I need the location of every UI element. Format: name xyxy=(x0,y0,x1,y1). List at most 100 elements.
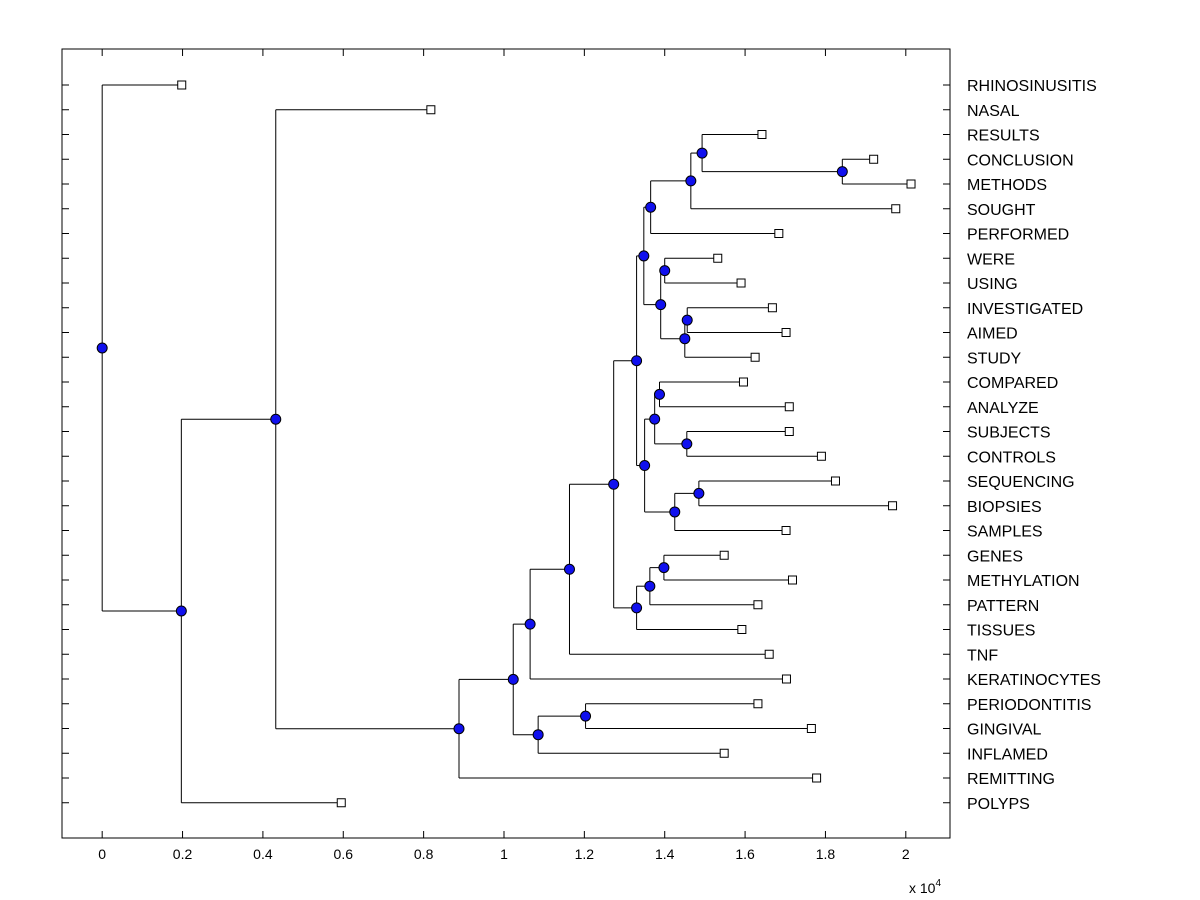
leaf-marker xyxy=(906,179,916,189)
axis-ticks xyxy=(62,49,950,838)
merge-node xyxy=(638,250,650,262)
merge-node xyxy=(681,314,693,326)
leaf-marker xyxy=(784,402,794,412)
merge-node xyxy=(649,413,661,425)
merge-node xyxy=(453,723,465,735)
x-tick-label: 1.4 xyxy=(655,846,675,862)
x-scale-base: x 10 xyxy=(909,880,936,896)
merge-node xyxy=(645,201,657,213)
plot-frame xyxy=(61,48,951,839)
leaf-marker xyxy=(753,699,763,709)
merge-node xyxy=(175,605,187,617)
merge-node xyxy=(270,413,282,425)
merge-node xyxy=(631,355,643,367)
leaf-marker xyxy=(736,278,746,288)
merge-node xyxy=(659,265,671,277)
merge-node xyxy=(631,602,643,614)
merge-node xyxy=(696,147,708,159)
x-tick-label: 0 xyxy=(98,846,106,862)
x-tick-label: 1.6 xyxy=(735,846,755,862)
leaf-label: TISSUES xyxy=(967,623,1035,640)
leaf-marker xyxy=(737,625,747,634)
leaf-marker xyxy=(781,526,791,535)
merge-node xyxy=(96,342,108,354)
leaf-label: SEQUENCING xyxy=(967,474,1075,491)
leaf-label: PERFORMED xyxy=(967,227,1069,244)
leaf-marker xyxy=(830,476,840,486)
leaf-markers xyxy=(177,80,916,808)
leaf-marker xyxy=(784,427,794,436)
merge-node xyxy=(681,438,693,450)
leaf-marker xyxy=(781,674,791,684)
leaf-marker xyxy=(774,229,784,238)
leaf-marker xyxy=(719,748,729,758)
leaf-marker xyxy=(781,328,791,337)
leaf-label: INVESTIGATED xyxy=(967,301,1083,318)
leaf-label: USING xyxy=(967,276,1018,293)
x-tick-label: 0.6 xyxy=(334,846,354,862)
x-scale-label: x 104 xyxy=(909,878,941,896)
merge-node xyxy=(524,618,536,630)
merge-node xyxy=(580,710,592,722)
leaf-label: NASAL xyxy=(967,103,1020,120)
x-tick-labels: 0 0.2 0.4 0.6 0.8 1 1.2 1.4 1.6 1.8 2 xyxy=(98,846,910,862)
leaf-marker xyxy=(336,798,346,808)
x-tick-label: 2 xyxy=(902,846,910,862)
leaf-label: WERE xyxy=(967,251,1015,268)
leaf-marker xyxy=(888,501,898,511)
x-tick-label: 0.2 xyxy=(173,846,193,862)
leaf-label: CONCLUSION xyxy=(967,152,1074,169)
leaf-marker xyxy=(767,303,777,313)
leaf-label: PERIODONTITIS xyxy=(967,697,1091,714)
leaf-label: ANALYZE xyxy=(967,400,1039,417)
leaf-label: COMPARED xyxy=(967,375,1058,392)
leaf-labels: RHINOSINUSITIS NASAL RESULTS CONCLUSION METH… xyxy=(967,78,1101,813)
x-tick-label: 0.4 xyxy=(253,846,273,862)
leaf-label: INFLAMED xyxy=(967,746,1048,763)
merge-node xyxy=(653,388,665,400)
merge-nodes xyxy=(96,147,848,741)
leaf-label: METHYLATION xyxy=(967,573,1080,590)
leaf-label: KERATINOCYTES xyxy=(967,672,1101,689)
merge-node xyxy=(532,729,544,741)
leaf-marker xyxy=(812,773,822,783)
merge-node xyxy=(563,563,575,575)
x-tick-label: 1.8 xyxy=(816,846,836,862)
leaf-marker xyxy=(757,130,767,139)
merge-node xyxy=(669,506,681,518)
leaf-label: GENES xyxy=(967,548,1023,565)
leaf-marker xyxy=(719,550,729,560)
leaf-marker xyxy=(753,600,763,610)
leaf-label: RESULTS xyxy=(967,128,1040,145)
leaf-label: CONTROLS xyxy=(967,449,1056,466)
leaf-label: POLYPS xyxy=(967,796,1030,813)
leaf-marker xyxy=(177,80,187,90)
leaf-marker xyxy=(738,377,748,387)
leaf-marker xyxy=(750,352,760,362)
merge-node xyxy=(507,673,519,685)
merge-node xyxy=(655,299,667,311)
leaf-label: STUDY xyxy=(967,350,1022,367)
leaf-label: SAMPLES xyxy=(967,524,1043,541)
leaf-marker xyxy=(806,724,816,733)
x-tick-label: 1 xyxy=(500,846,508,862)
merge-node xyxy=(836,166,848,178)
leaf-label: SUBJECTS xyxy=(967,425,1051,442)
leaf-label: SOUGHT xyxy=(967,202,1036,219)
leaf-marker xyxy=(816,451,826,461)
leaf-marker xyxy=(869,154,879,164)
merge-node xyxy=(658,562,670,574)
leaf-marker xyxy=(891,204,901,214)
merge-node xyxy=(685,175,697,187)
leaf-label: METHODS xyxy=(967,177,1047,194)
leaf-label: RHINOSINUSITIS xyxy=(967,78,1097,95)
merge-node xyxy=(679,333,691,345)
leaf-marker xyxy=(787,575,797,585)
leaf-label: GINGIVAL xyxy=(967,722,1041,739)
merge-node xyxy=(644,580,656,592)
leaf-label: BIOPSIES xyxy=(967,499,1042,516)
branches xyxy=(101,84,912,804)
x-scale-exponent: 4 xyxy=(935,878,941,889)
merge-node xyxy=(608,478,620,490)
